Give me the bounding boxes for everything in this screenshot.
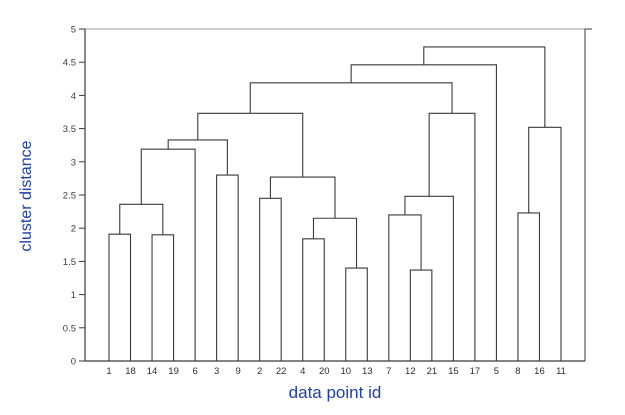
- y-tick-label: 1: [71, 290, 76, 301]
- leaf-label: 18: [125, 366, 136, 377]
- merge-link: [167, 139, 228, 176]
- leaf-label: 11: [556, 366, 566, 377]
- leaf-label: 13: [362, 366, 373, 377]
- merge-link: [197, 112, 304, 178]
- y-tick-label: 0.5: [63, 323, 76, 334]
- leaf-label: 5: [494, 366, 499, 377]
- y-tick-label: 3.5: [63, 124, 76, 135]
- y-tick-label: 4.5: [63, 58, 76, 69]
- merge-link: [151, 234, 175, 361]
- y-axis-title: cluster distance: [18, 140, 35, 252]
- merge-link: [249, 82, 453, 114]
- y-tick-label: 1.5: [63, 257, 76, 268]
- leaf-label: 15: [448, 366, 459, 377]
- leaf-label: 8: [515, 366, 520, 377]
- leaf-label: 7: [386, 366, 391, 377]
- merge-link: [428, 112, 476, 361]
- leaf-label: 12: [405, 366, 416, 377]
- leaf-label: 19: [168, 366, 179, 377]
- leaf-label: 10: [340, 366, 351, 377]
- merge-link: [140, 148, 196, 361]
- merge-link: [312, 217, 358, 269]
- y-tick-label: 2: [71, 224, 76, 235]
- y-tick-label: 4: [71, 91, 76, 102]
- merge-link: [302, 238, 325, 361]
- merge-link: [216, 174, 239, 361]
- merge-link: [423, 46, 546, 128]
- leaf-label: 16: [534, 366, 545, 377]
- merge-link: [259, 197, 282, 361]
- merge-link: [409, 269, 433, 361]
- leaf-label: 20: [319, 366, 330, 377]
- y-tick-label: 2.5: [63, 191, 76, 202]
- leaf-label: 14: [147, 366, 158, 377]
- merge-link: [404, 195, 454, 361]
- merge-link: [119, 203, 164, 235]
- leaf-label: 9: [235, 366, 240, 377]
- leaf-label: 4: [300, 366, 305, 377]
- leaf-label: 21: [427, 366, 438, 377]
- leaf-label: 1: [106, 366, 111, 377]
- merge-link: [388, 214, 422, 361]
- leaf-label: 3: [214, 366, 219, 377]
- leaf-label: 6: [192, 366, 197, 377]
- leaf-label: 22: [276, 366, 287, 377]
- merge-link: [108, 233, 132, 361]
- merge-link: [528, 126, 562, 361]
- leaf-label: 2: [257, 366, 262, 377]
- y-tick-label: 5: [71, 25, 76, 36]
- y-tick-label: 3: [71, 157, 76, 168]
- leaf-label: 17: [470, 366, 481, 377]
- merge-link: [269, 176, 336, 219]
- y-tick-label: 0: [71, 357, 76, 368]
- merge-link: [345, 267, 368, 361]
- x-axis-title: data point id: [288, 383, 382, 402]
- merge-link: [517, 212, 541, 361]
